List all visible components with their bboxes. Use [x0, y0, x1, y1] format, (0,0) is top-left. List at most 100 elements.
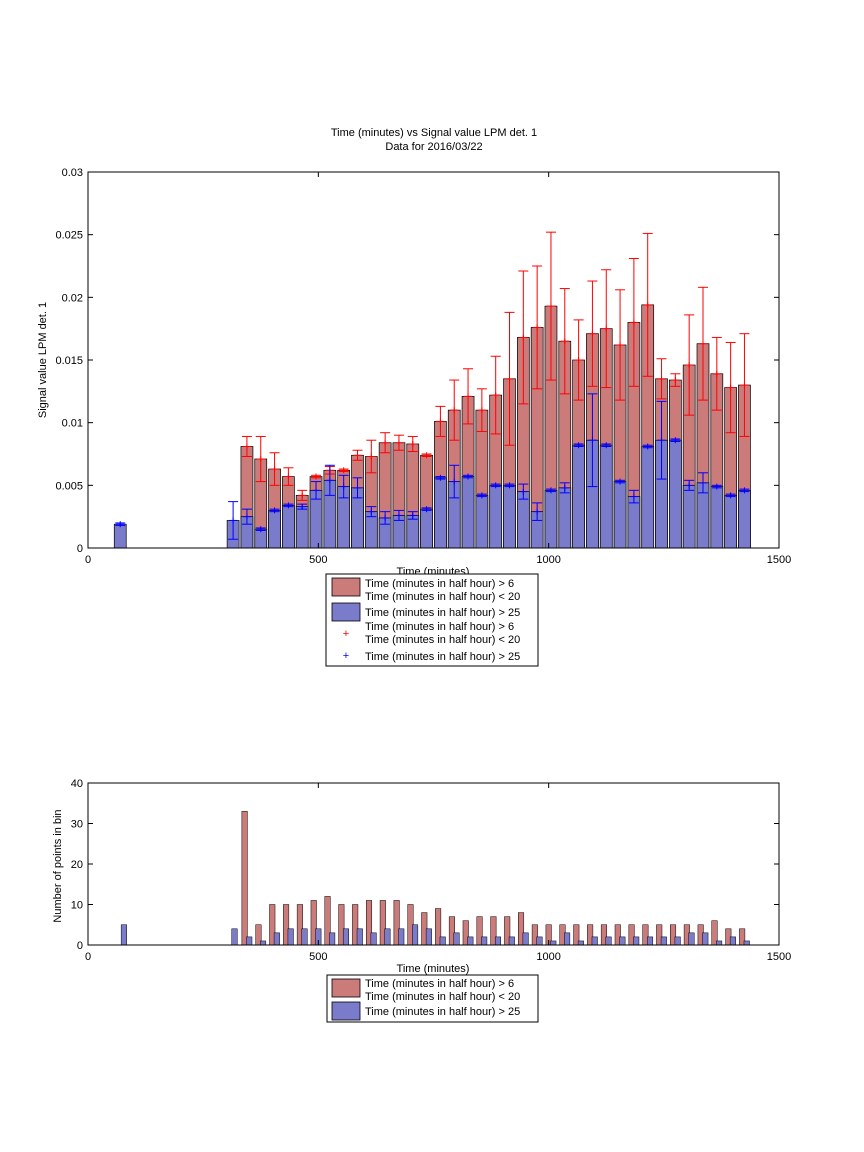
count-bar-blue [550, 940, 557, 946]
bar-blue [724, 495, 737, 549]
count-bar-blue [577, 940, 584, 946]
legend-box [326, 974, 539, 1023]
bar-blue [461, 476, 475, 549]
count-bar-blue [467, 936, 474, 946]
legend-swatch-blue-bar [331, 1001, 361, 1021]
count-bar-blue [260, 940, 267, 946]
legend-swatch-red-bar [331, 978, 361, 998]
series-blue-errorbars [115, 393, 750, 540]
count-bar-blue [329, 932, 336, 946]
y-tick-label: 0.025 [55, 230, 83, 242]
count-bar-blue [481, 936, 488, 946]
legend: Time (minutes in half hour) > 6 Time (min… [325, 573, 539, 667]
bar-blue [282, 505, 295, 549]
bar-blue [268, 510, 281, 549]
x-tick-label: 500 [309, 951, 327, 963]
legend-swatch-blue-bar [331, 602, 361, 622]
count-bar-blue [439, 936, 446, 946]
y-axis-label: Number of points in bin [52, 809, 64, 922]
x-tick-label: 0 [85, 951, 91, 963]
count-bar-blue [453, 932, 460, 946]
legend-label-red-bar: Time (minutes in half hour) > 6 Time (min… [365, 978, 520, 1003]
legend-label-line: Time (minutes in half hour) < 20 [365, 591, 520, 603]
bar-blue [420, 508, 433, 549]
count-bar-blue [674, 936, 681, 946]
bar-blue [641, 446, 655, 549]
y-tick-label: 0.015 [55, 355, 83, 367]
count-bar-blue [743, 940, 750, 946]
legend-label-line: Time (minutes in half hour) > 6 [365, 978, 514, 990]
bar-blue [669, 439, 682, 549]
count-bar-blue [729, 936, 736, 946]
bar-blue [738, 489, 751, 549]
count-bar-blue [120, 924, 127, 946]
x-tick-label: 1500 [767, 554, 791, 566]
count-bar-blue [370, 932, 377, 946]
legend-label-red-marker: Time (minutes in half hour) > 6 Time (min… [365, 621, 520, 646]
y-tick-label: 0.005 [55, 480, 83, 492]
bar-blue [503, 484, 516, 549]
legend-marker-red: + [343, 628, 349, 640]
count-bar-blue [591, 936, 598, 946]
bar-blue [489, 484, 503, 549]
plot-frame [87, 782, 780, 946]
count-bar-blue [246, 936, 253, 946]
legend-label-line: Time (minutes in half hour) < 20 [365, 634, 520, 646]
count-bar-blue [231, 928, 238, 946]
bar-blue [544, 489, 558, 549]
y-tick-label: 20 [71, 859, 83, 871]
legend-label-line: Time (minutes in half hour) < 20 [365, 991, 520, 1003]
chart-title: Time (minutes) vs Signal value LPM det. … [331, 127, 537, 139]
bar-blue [434, 477, 447, 549]
count-bar-blue [273, 932, 280, 946]
count-bar-blue [398, 928, 405, 946]
legend-label-blue-bar: Time (minutes in half hour) > 25 [365, 1006, 520, 1018]
bar-blue [627, 496, 641, 549]
count-bar-blue [605, 936, 612, 946]
chart-subtitle: Data for 2016/03/22 [385, 141, 482, 153]
count-bar-blue [425, 928, 432, 946]
x-axis-ticks: 0 500 1000 1500 [85, 783, 791, 963]
count-bar-blue [342, 928, 349, 946]
legend-box [325, 573, 539, 667]
legend-marker-blue: + [343, 650, 349, 662]
x-tick-label: 1000 [536, 951, 560, 963]
legend-label-blue-marker: Time (minutes in half hour) > 25 [365, 651, 520, 663]
bar-blue [516, 491, 530, 549]
bar-blue [710, 486, 724, 549]
x-axis-ticks: 0 500 1000 1500 [85, 172, 791, 566]
count-bar-blue [633, 936, 640, 946]
count-red-bars [241, 811, 746, 946]
y-tick-label: 0.03 [62, 167, 83, 179]
legend-label-line: Time (minutes in half hour) > 6 [365, 621, 514, 633]
count-bar-blue [702, 932, 709, 946]
count-bar-blue [301, 928, 308, 946]
count-blue-bars [120, 924, 750, 946]
y-tick-label: 0 [77, 940, 83, 952]
count-bar-blue [688, 932, 695, 946]
series-blue-bars [113, 439, 751, 549]
signal-chart: Time (minutes) vs Signal value LPM det. … [37, 127, 791, 667]
y-axis-ticks: 0 10 20 30 40 [71, 778, 779, 952]
count-bar-blue [508, 936, 515, 946]
bar-blue [572, 444, 585, 549]
legend-label-line: Time (minutes in half hour) > 6 [365, 578, 514, 590]
bar-blue [558, 487, 572, 549]
count-bar-blue [536, 936, 543, 946]
count-bar-blue [287, 928, 294, 946]
bar-blue [475, 495, 489, 549]
count-bar-blue [412, 924, 419, 946]
series-red-errorbars [241, 231, 750, 501]
count-bar-blue [522, 932, 529, 946]
x-tick-label: 1500 [767, 951, 791, 963]
count-bar-blue [646, 936, 654, 946]
y-tick-label: 0.02 [62, 292, 83, 304]
x-tick-label: 500 [309, 554, 327, 566]
legend: Time (minutes in half hour) > 6 Time (min… [326, 974, 539, 1023]
x-tick-label: 1000 [536, 554, 560, 566]
bar-blue [113, 523, 127, 549]
count-chart: 0 500 1000 1500 0 10 20 30 40 Time (minutes) Nu… [52, 778, 791, 1023]
count-bar-red [241, 811, 248, 946]
bar-blue [613, 481, 627, 549]
